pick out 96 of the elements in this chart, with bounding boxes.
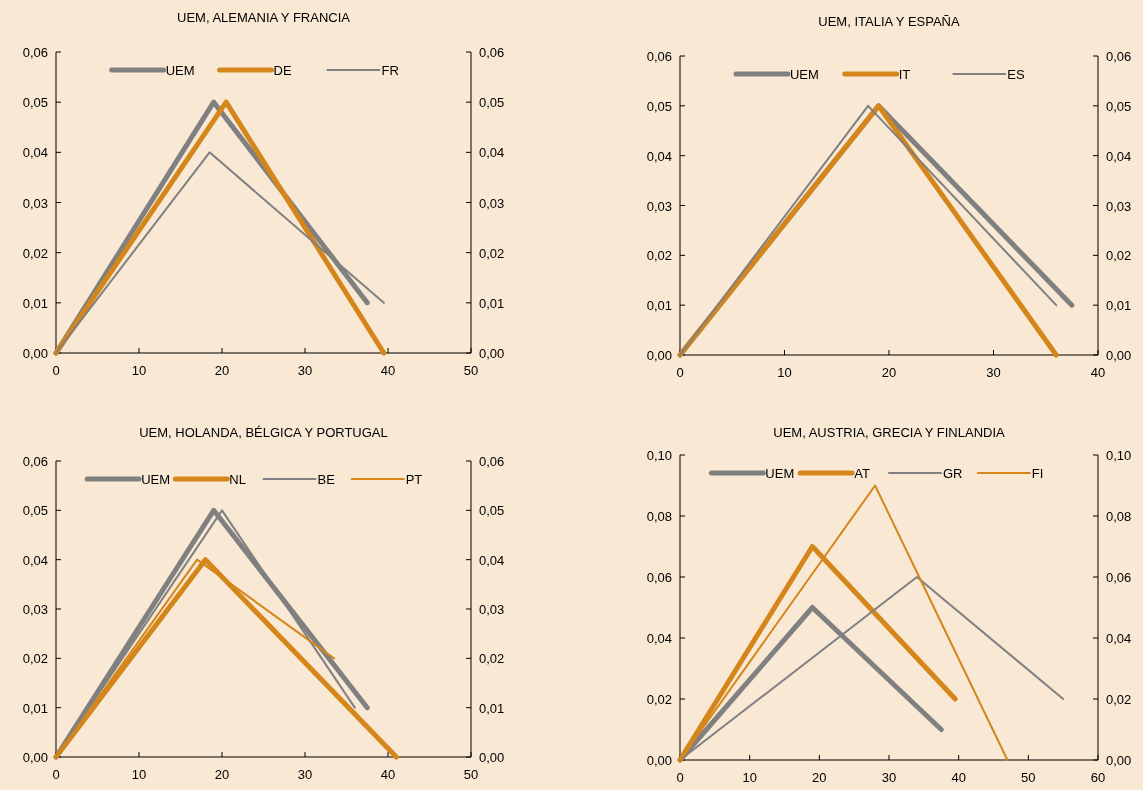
legend-label: ES bbox=[1007, 67, 1026, 82]
x-tick-label: 50 bbox=[463, 363, 479, 378]
y2-tick-label: 0,08 bbox=[1106, 509, 1132, 524]
y2-tick-label: 0,04 bbox=[479, 552, 505, 568]
y2-tick-label: 0,03 bbox=[1106, 198, 1132, 214]
legend-label: AT bbox=[854, 466, 870, 481]
x-tick-label: 30 bbox=[986, 365, 1001, 380]
chart-title: UEM, ALEMANIA Y FRANCIA bbox=[177, 10, 351, 25]
y2-tick-label: 0,03 bbox=[479, 602, 505, 617]
y2-tick-label: 0,00 bbox=[1106, 753, 1132, 768]
chart-title: UEM, HOLANDA, BÉLGICA Y PORTUGAL bbox=[139, 425, 388, 440]
legend-label: FI bbox=[1031, 466, 1044, 481]
legend-label: PT bbox=[405, 472, 423, 487]
y2-tick-label: 0,05 bbox=[479, 503, 505, 519]
y2-tick-label: 0,06 bbox=[1106, 49, 1132, 64]
y2-tick-label: 0,00 bbox=[479, 346, 505, 361]
legend-label: BE bbox=[317, 472, 336, 487]
y2-tick-label: 0,05 bbox=[1106, 98, 1132, 114]
x-tick-label: 30 bbox=[881, 770, 897, 785]
y2-tick-label: 0,10 bbox=[1106, 448, 1132, 463]
y-tick-label: 0,04 bbox=[22, 552, 48, 568]
y-tick-label: 0,04 bbox=[646, 631, 672, 646]
x-tick-label: 0 bbox=[676, 770, 684, 785]
y-tick-label: 0,06 bbox=[22, 454, 48, 469]
y-tick-label: 0,01 bbox=[22, 295, 48, 311]
y2-tick-label: 0,00 bbox=[1106, 348, 1132, 363]
x-tick-label: 10 bbox=[777, 365, 792, 380]
legend-label: NL bbox=[229, 472, 246, 487]
y2-tick-label: 0,06 bbox=[479, 45, 505, 60]
x-tick-label: 40 bbox=[951, 770, 966, 785]
y-tick-label: 0,00 bbox=[22, 346, 48, 361]
y2-tick-label: 0,02 bbox=[1106, 692, 1132, 707]
y-tick-label: 0,06 bbox=[646, 570, 672, 585]
x-tick-label: 10 bbox=[131, 363, 147, 378]
legend-label: UEM bbox=[765, 466, 795, 481]
y2-tick-label: 0,06 bbox=[479, 454, 505, 469]
y-tick-label: 0,06 bbox=[646, 49, 672, 64]
y-tick-label: 0,05 bbox=[646, 98, 672, 114]
y-tick-label: 0,06 bbox=[22, 45, 48, 60]
x-tick-label: 20 bbox=[214, 363, 230, 378]
x-tick-label: 40 bbox=[380, 767, 396, 782]
x-tick-label: 0 bbox=[52, 767, 60, 782]
y-tick-label: 0,05 bbox=[22, 503, 48, 519]
y-tick-label: 0,00 bbox=[22, 750, 48, 765]
y-tick-label: 0,08 bbox=[646, 509, 672, 524]
x-tick-label: 20 bbox=[881, 365, 897, 380]
x-tick-label: 10 bbox=[742, 770, 757, 785]
x-tick-label: 30 bbox=[297, 767, 313, 782]
x-tick-label: 40 bbox=[380, 363, 396, 378]
y-tick-label: 0,03 bbox=[22, 195, 48, 211]
x-tick-label: 0 bbox=[52, 363, 60, 378]
y2-tick-label: 0,04 bbox=[1106, 148, 1132, 164]
y2-tick-label: 0,04 bbox=[479, 145, 505, 161]
y-tick-label: 0,01 bbox=[646, 298, 672, 314]
chart-title: UEM, AUSTRIA, GRECIA Y FINLANDIA bbox=[773, 425, 1006, 440]
x-tick-label: 20 bbox=[214, 767, 230, 782]
x-tick-label: 40 bbox=[1090, 365, 1106, 380]
legend-label: UEM bbox=[789, 67, 819, 82]
y-tick-label: 0,03 bbox=[22, 602, 48, 617]
y-tick-label: 0,00 bbox=[646, 348, 672, 363]
y2-tick-label: 0,02 bbox=[479, 245, 505, 261]
legend-label: FR bbox=[381, 63, 399, 78]
legend-label: UEM bbox=[141, 472, 171, 487]
y2-tick-label: 0,02 bbox=[479, 651, 505, 667]
y-tick-label: 0,02 bbox=[22, 651, 48, 667]
x-tick-label: 0 bbox=[676, 365, 684, 380]
y-tick-label: 0,04 bbox=[646, 148, 672, 164]
y2-tick-label: 0,04 bbox=[1106, 631, 1132, 646]
y-tick-label: 0,10 bbox=[646, 448, 672, 463]
y2-tick-label: 0,00 bbox=[479, 750, 505, 765]
y2-tick-label: 0,02 bbox=[1106, 248, 1132, 264]
y-tick-label: 0,02 bbox=[22, 245, 48, 261]
x-tick-label: 20 bbox=[812, 770, 827, 785]
y-tick-label: 0,03 bbox=[646, 198, 672, 214]
y2-tick-label: 0,06 bbox=[1106, 570, 1132, 585]
y2-tick-label: 0,05 bbox=[479, 95, 505, 111]
x-tick-label: 50 bbox=[463, 767, 479, 782]
chart-title: UEM, ITALIA Y ESPAÑA bbox=[818, 14, 961, 29]
y2-tick-label: 0,01 bbox=[479, 700, 505, 716]
y-tick-label: 0,04 bbox=[22, 145, 48, 161]
y-tick-label: 0,00 bbox=[646, 753, 672, 768]
y-tick-label: 0,05 bbox=[22, 95, 48, 111]
x-tick-label: 50 bbox=[1021, 770, 1036, 785]
legend-label: DE bbox=[273, 63, 292, 78]
legend-label: UEM bbox=[165, 63, 195, 78]
legend-label: IT bbox=[898, 67, 911, 82]
y-tick-label: 0,02 bbox=[646, 248, 672, 264]
y2-tick-label: 0,01 bbox=[1106, 298, 1132, 314]
x-tick-label: 30 bbox=[297, 363, 313, 378]
y-tick-label: 0,01 bbox=[22, 700, 48, 716]
x-tick-label: 60 bbox=[1090, 770, 1106, 785]
y-tick-label: 0,02 bbox=[646, 692, 672, 707]
x-tick-label: 10 bbox=[131, 767, 147, 782]
y2-tick-label: 0,01 bbox=[479, 295, 505, 311]
y2-tick-label: 0,03 bbox=[479, 195, 505, 211]
legend-label: GR bbox=[943, 466, 963, 481]
